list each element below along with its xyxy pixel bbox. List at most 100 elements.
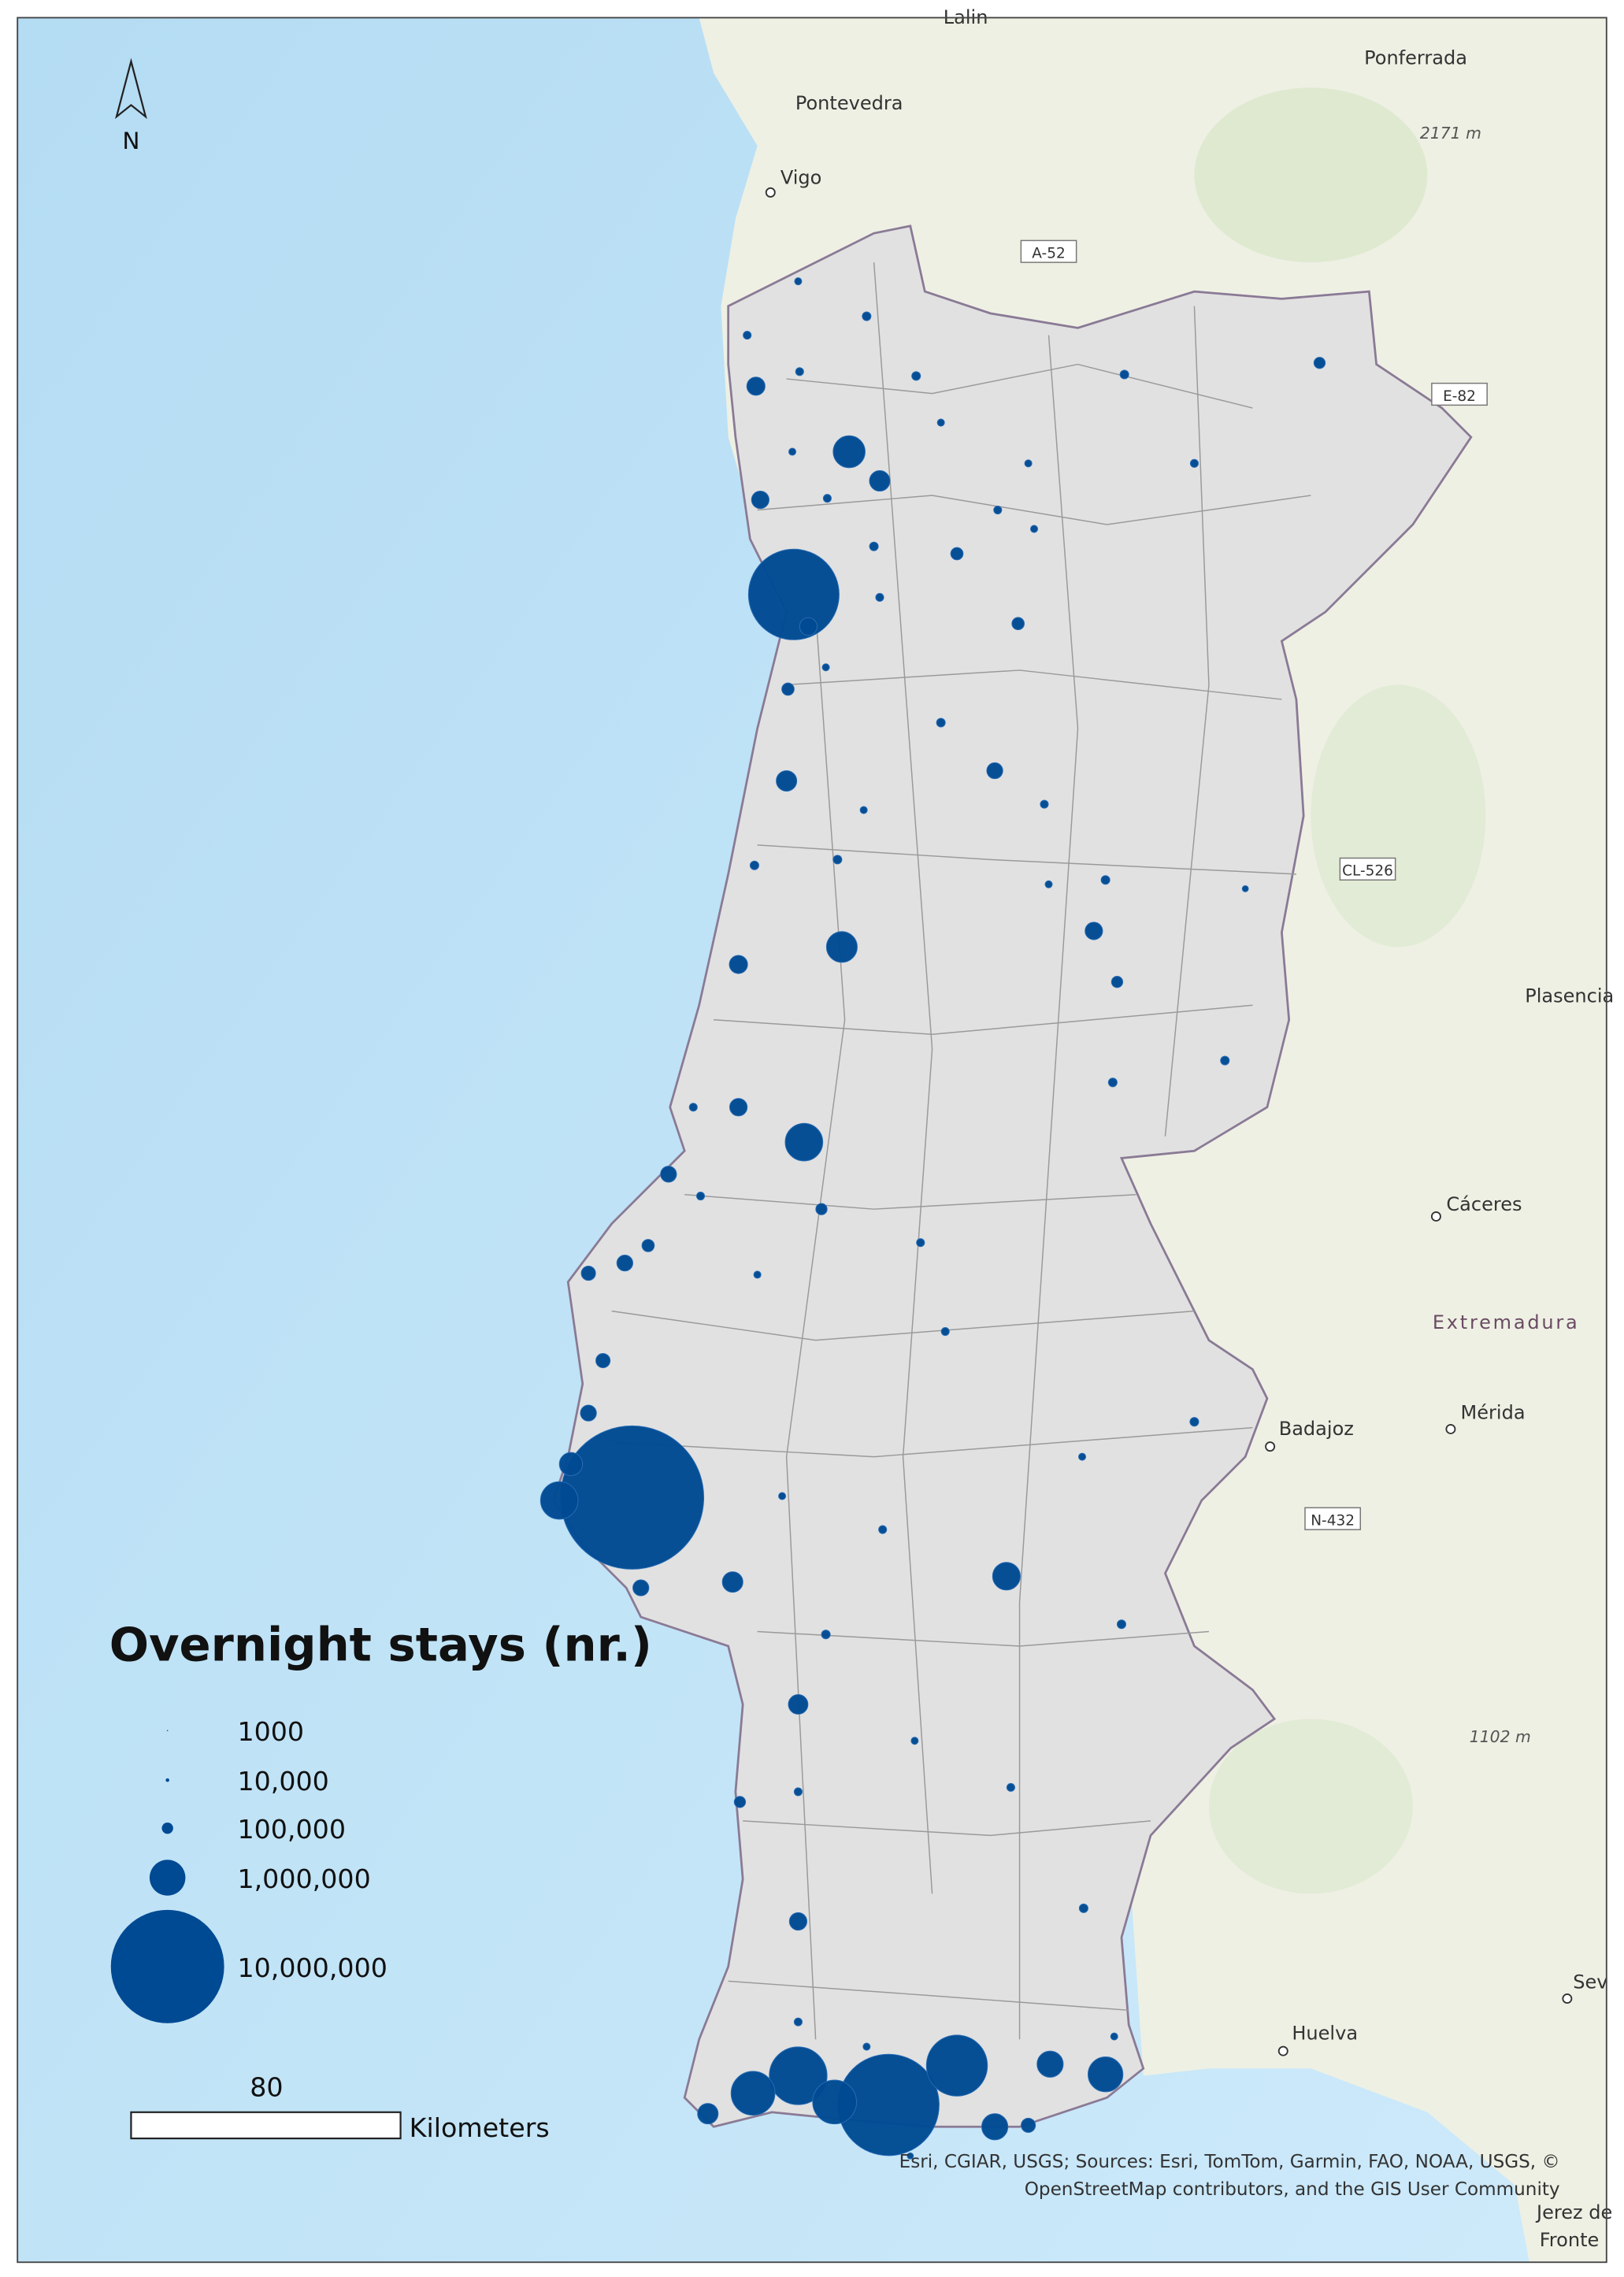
place-label: Badajoz [1279, 1418, 1354, 1440]
road-shield [1304, 1507, 1362, 1530]
bubble [632, 1579, 650, 1596]
road-shield [1020, 239, 1077, 263]
legend-label: 100,000 [237, 1814, 346, 1845]
bubble [1044, 880, 1053, 888]
bubble [822, 494, 832, 503]
bubble [781, 682, 795, 696]
legend: Overnight stays (nr.) 1000 10,000 100,000 1,… [109, 1617, 1560, 2200]
bubble [862, 2042, 871, 2051]
place-label: Cáceres [1446, 1193, 1522, 1215]
bubble [812, 2079, 857, 2125]
bubble [1107, 1077, 1118, 1088]
bubble [695, 1191, 706, 1201]
bubble [1110, 976, 1124, 988]
place-label: Fronte [1540, 2229, 1600, 2251]
bubble [1024, 459, 1033, 468]
bubble [753, 1270, 762, 1279]
bubble [825, 931, 858, 963]
bubble [641, 1239, 655, 1252]
bubble [950, 547, 964, 561]
place-dot [1562, 1993, 1573, 2004]
place-label: Ponferrada [1364, 47, 1467, 69]
bubble [558, 1452, 584, 1477]
bubble [1119, 369, 1129, 380]
place-dot [1430, 1211, 1441, 1222]
place-label: Jerez de [1535, 2201, 1612, 2223]
attribution: OpenStreetMap contributors, and the GIS … [1025, 2179, 1560, 2200]
terrain [1208, 1719, 1413, 1894]
legend-title: Overnight stays (nr.) [109, 1617, 652, 1671]
legend-label: 10,000,000 [237, 1953, 387, 1983]
terrain [1194, 87, 1428, 263]
legend-label: 1000 [237, 1716, 304, 1747]
bubble [936, 718, 946, 728]
scale-unit: Kilometers [410, 2112, 550, 2143]
bubble [769, 2046, 828, 2105]
bubble [916, 1238, 925, 1248]
bubble [1085, 922, 1103, 940]
bubble [911, 371, 921, 381]
bubble [1078, 1903, 1088, 1913]
bubble [721, 1571, 743, 1593]
bubble [743, 331, 752, 340]
bubble [733, 1796, 747, 1808]
north-label: N [122, 128, 139, 154]
legend-symbol [110, 1909, 224, 2023]
bubble [832, 855, 843, 865]
bubble [697, 2103, 719, 2125]
bubble [580, 1266, 596, 1281]
bubble [778, 1492, 787, 1500]
bubble [859, 806, 868, 814]
bubble [1241, 884, 1249, 892]
bubble [795, 367, 804, 376]
bubble [925, 2034, 988, 2097]
bubble [832, 435, 866, 469]
bubble [869, 469, 891, 492]
bubble [815, 1203, 828, 1215]
place-dot [1277, 2045, 1288, 2056]
road-label: N-432 [1311, 1512, 1355, 1529]
bubble [688, 1103, 698, 1112]
bubble [936, 418, 945, 427]
bubble [539, 1481, 579, 1520]
frame [17, 17, 1607, 2264]
bubble [1021, 2117, 1036, 2133]
bubble [1100, 875, 1110, 885]
bubble [751, 490, 769, 510]
elevation-label: 1102 m [1470, 1727, 1531, 1746]
place-label: Pontevedra [795, 92, 903, 114]
bubble [729, 955, 748, 974]
bubble [875, 592, 884, 603]
bubbles [539, 277, 1326, 2160]
bubble [869, 541, 879, 551]
bubble [729, 1098, 748, 1117]
bubble [993, 505, 1003, 515]
bubble [1110, 2032, 1118, 2041]
place-label: Plasencia [1525, 985, 1614, 1007]
legend-symbol [161, 1822, 173, 1834]
bubble [794, 277, 803, 286]
labels: NLalinPonferradaPontevedraVigoPlasenciaC… [115, 6, 1614, 2251]
bubble [788, 447, 797, 456]
place-label: Sev [1573, 1971, 1607, 1993]
legend-symbol [165, 1778, 169, 1782]
legend-symbol [149, 1860, 186, 1896]
bubble [1040, 799, 1049, 809]
bubble [910, 1737, 919, 1745]
legend-symbol [166, 1730, 169, 1731]
bubble [986, 762, 1003, 780]
bubble [1189, 1417, 1199, 1427]
bubble [793, 2017, 803, 2027]
bubble [580, 1404, 597, 1422]
bubble [1116, 1619, 1127, 1630]
bubble [1036, 2050, 1064, 2078]
bubble [788, 1694, 809, 1715]
legend-label: 10,000 [237, 1766, 328, 1797]
region-label: Extremadura [1433, 1311, 1580, 1333]
bubble [749, 860, 759, 870]
bubble [1011, 617, 1025, 631]
place-dot [1265, 1441, 1276, 1452]
bubble [1189, 458, 1199, 468]
